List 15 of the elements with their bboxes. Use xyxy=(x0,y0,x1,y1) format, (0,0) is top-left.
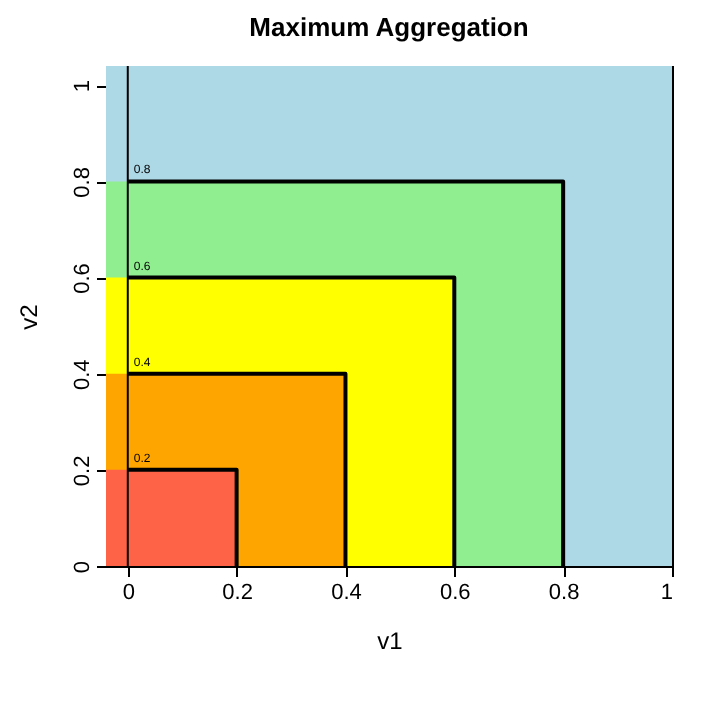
x-tick-label: 0.6 xyxy=(440,581,471,605)
x-tick-label: 0.8 xyxy=(548,581,580,605)
chart-title: Maximum Aggregation xyxy=(249,12,529,42)
x-tick-label: 0 xyxy=(122,581,135,605)
x-tick-label: 0.2 xyxy=(222,581,253,605)
y-tick-label: 0.2 xyxy=(71,455,95,487)
x-tick-label: 0.4 xyxy=(331,581,362,605)
y-axis-title: v2 xyxy=(15,303,43,330)
y-tick-label: 0.6 xyxy=(71,263,95,294)
y-tick-label: 0 xyxy=(71,560,95,574)
y-tick-label: 1 xyxy=(71,80,95,93)
y-tick-label: 0.8 xyxy=(71,167,95,198)
x-tick-label: 1 xyxy=(660,581,673,605)
x-axis-title: v1 xyxy=(377,627,404,655)
y-tick-label: 0.4 xyxy=(71,359,95,390)
